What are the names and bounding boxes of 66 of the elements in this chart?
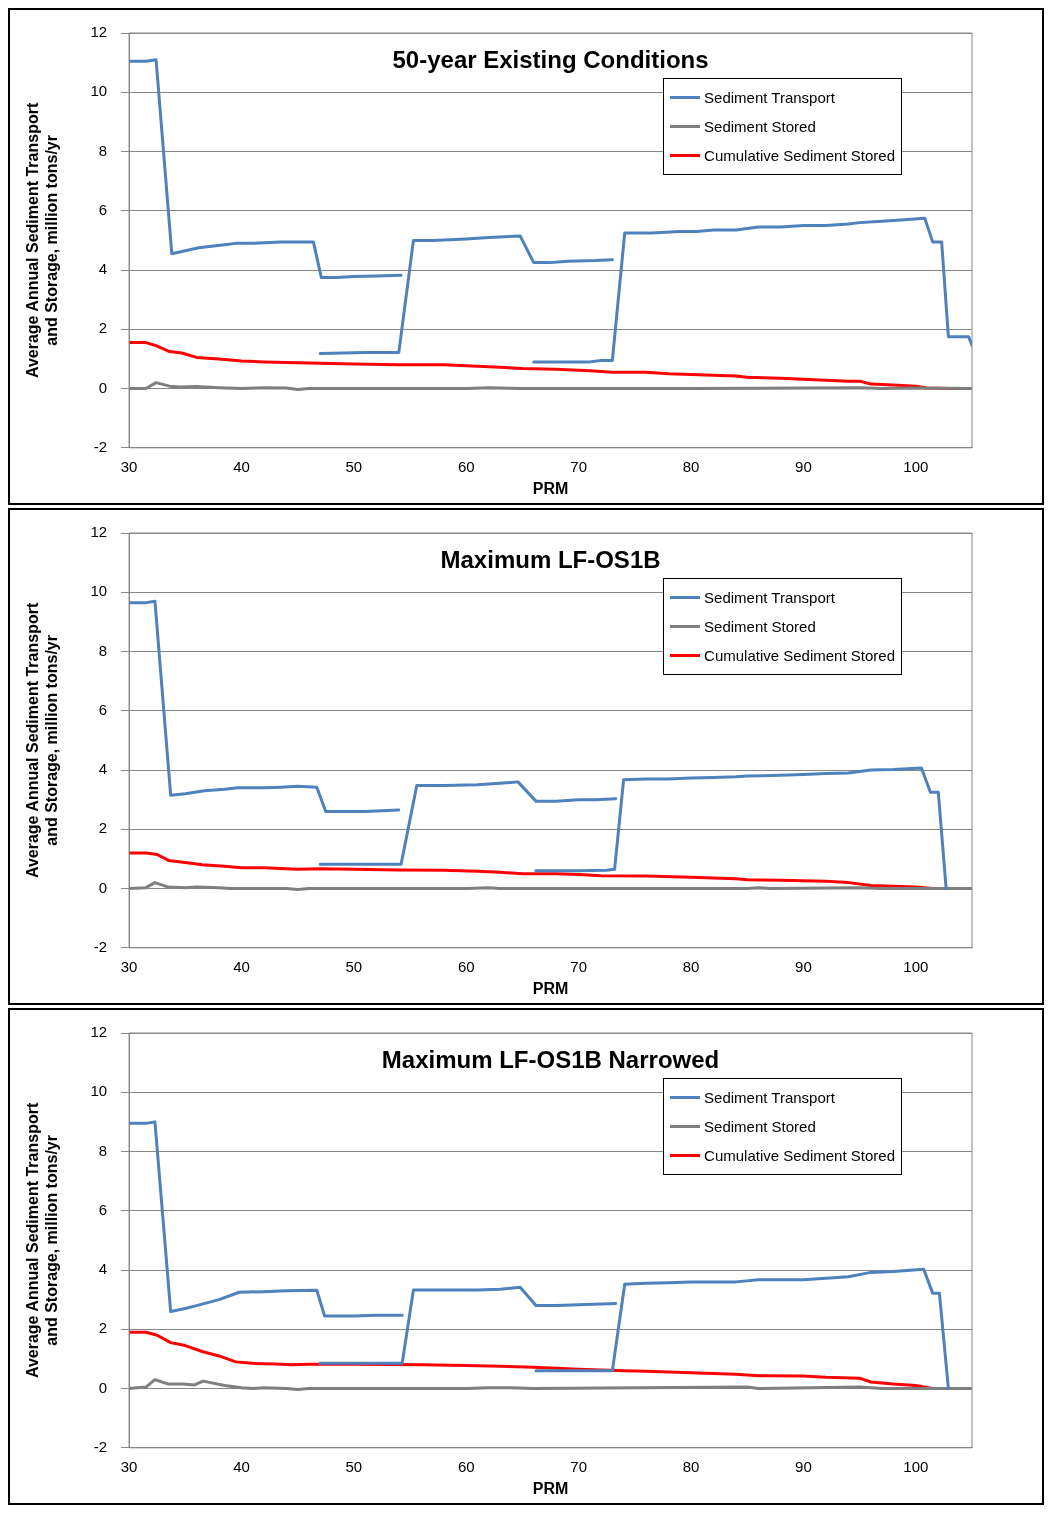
y-tick-label: -2	[93, 937, 108, 955]
x-tick-label: 40	[233, 1457, 250, 1475]
y-tick-label: 10	[90, 82, 108, 100]
x-tick-label: 90	[795, 457, 812, 475]
legend-label: Sediment Transport	[704, 589, 835, 606]
x-tick-label: 40	[233, 457, 250, 475]
x-tick-label: 70	[570, 457, 587, 475]
y-tick-label: 2	[98, 319, 108, 337]
x-tick-label: 80	[682, 1457, 700, 1475]
x-tick-label: 70	[570, 1457, 587, 1475]
y-tick-label: 10	[90, 1082, 108, 1100]
legend-label: Sediment Stored	[704, 118, 816, 135]
x-tick-label: 60	[457, 1457, 475, 1475]
y-tick-label: 12	[90, 523, 108, 541]
x-tick-label: 90	[795, 1457, 812, 1475]
legend-label: Cumulative Sediment Stored	[704, 147, 895, 164]
x-tick-label: 30	[120, 957, 138, 975]
x-tick-label: 100	[903, 957, 929, 975]
x-tick-label: 100	[903, 457, 929, 475]
x-tick-label: 90	[795, 957, 812, 975]
legend-label: Sediment Stored	[704, 1118, 816, 1135]
y-tick-label: 0	[98, 378, 108, 396]
legend-label: Sediment Transport	[704, 1089, 835, 1106]
y-tick-label: 4	[98, 760, 108, 778]
x-tick-label: 30	[120, 457, 138, 475]
x-axis-title: PRM	[532, 979, 569, 997]
x-tick-label: 40	[233, 957, 250, 975]
x-tick-label: 60	[457, 957, 475, 975]
y-tick-label: 4	[98, 1260, 108, 1278]
x-tick-label: 30	[120, 1457, 138, 1475]
x-tick-label: 80	[682, 457, 700, 475]
y-tick-label: 6	[98, 1200, 108, 1218]
x-axis-title: PRM	[532, 479, 569, 497]
y-axis-title: Average Annual Sediment Transport and Storage, million tons/yr	[24, 1102, 61, 1379]
x-tick-label: 50	[345, 1457, 363, 1475]
x-tick-label: 60	[457, 457, 475, 475]
legend-label: Cumulative Sediment Stored	[704, 647, 895, 664]
y-tick-label: 10	[90, 582, 108, 600]
y-tick-label: 12	[90, 1023, 108, 1041]
x-tick-label: 70	[570, 957, 587, 975]
y-tick-label: 8	[98, 1141, 108, 1159]
y-tick-label: 0	[98, 1378, 108, 1396]
y-tick-label: 8	[98, 641, 108, 659]
text: 50-year Existing Conditions	[392, 45, 709, 73]
y-tick-label: -2	[93, 1437, 108, 1455]
legend-label: Sediment Transport	[704, 89, 835, 106]
x-tick-label: 50	[345, 957, 363, 975]
y-axis-title: Average Annual Sediment Transport and Storage, million tons/yr	[24, 102, 61, 379]
y-tick-label: 4	[98, 260, 108, 278]
text: Maximum LF-OS1B	[440, 545, 661, 573]
y-tick-label: 6	[98, 200, 108, 218]
y-tick-label: 2	[98, 819, 108, 837]
x-axis-title: PRM	[532, 1479, 569, 1497]
x-tick-label: 80	[682, 957, 700, 975]
legend-label: Cumulative Sediment Stored	[704, 1147, 895, 1164]
y-tick-label: -2	[93, 437, 108, 455]
y-tick-label: 6	[98, 700, 108, 718]
y-tick-label: 8	[98, 141, 108, 159]
text: Maximum LF-OS1B Narrowed	[381, 1045, 720, 1073]
y-tick-label: 2	[98, 1319, 108, 1337]
legend-label: Sediment Stored	[704, 618, 816, 635]
x-tick-label: 50	[345, 457, 363, 475]
y-tick-label: 12	[90, 23, 108, 41]
y-tick-label: 0	[98, 878, 108, 896]
x-tick-label: 100	[903, 1457, 929, 1475]
y-axis-title: Average Annual Sediment Transport and Storage, million tons/yr	[24, 602, 61, 879]
